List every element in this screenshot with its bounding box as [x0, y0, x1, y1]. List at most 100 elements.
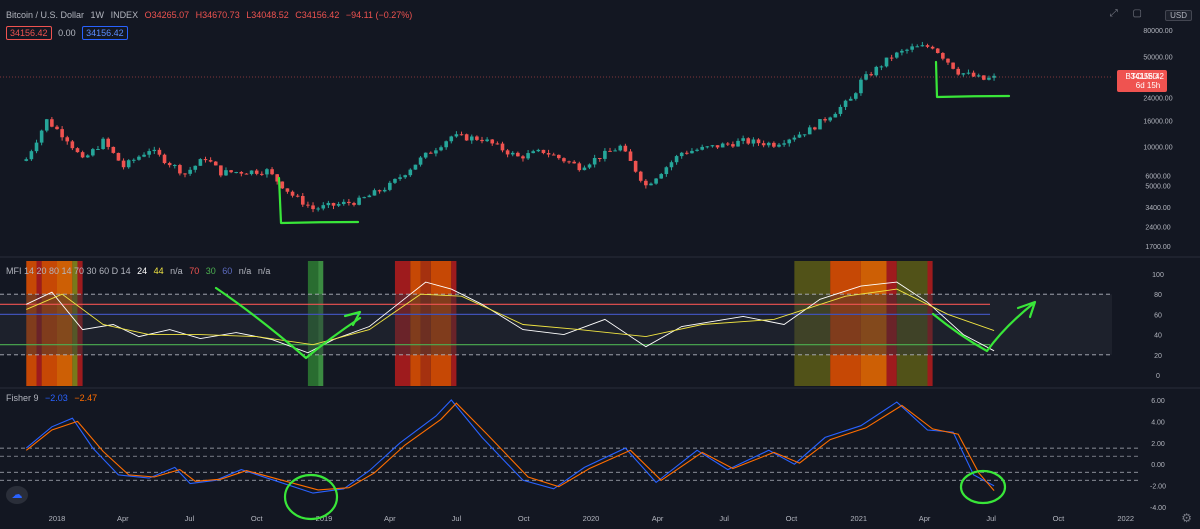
- candle-body: [613, 150, 617, 152]
- candle-body: [869, 74, 873, 76]
- candle-body: [956, 68, 961, 75]
- candle-body: [807, 127, 812, 135]
- mfi-val-7: n/a: [238, 266, 252, 276]
- mfi-zone: [451, 261, 457, 386]
- mfi-axis: 100 80 60 40 20 0: [1152, 272, 1164, 380]
- mfi-val-3: n/a: [170, 266, 183, 276]
- candle-body: [34, 142, 39, 152]
- candle-body: [459, 134, 464, 136]
- candle-body: [971, 72, 976, 77]
- symbol-legend[interactable]: Bitcoin / U.S. Dollar 1W INDEX O34265.07…: [6, 10, 416, 20]
- low-value: L34048.52: [246, 10, 289, 20]
- candle-body: [178, 165, 182, 174]
- candle-body: [833, 113, 838, 118]
- time-tick-label: 2021: [850, 514, 867, 523]
- time-tick-label: Oct: [518, 514, 531, 523]
- candle-body: [326, 202, 331, 206]
- candle-body: [792, 137, 797, 140]
- candle-body: [137, 156, 141, 160]
- mfi-tick-label: 60: [1154, 312, 1162, 319]
- candle-body: [946, 58, 950, 63]
- mfi-val-1: 24: [137, 266, 148, 276]
- candle-body: [941, 53, 945, 59]
- candle-body: [290, 191, 295, 196]
- candle-body: [341, 201, 346, 205]
- source-label: INDEX: [110, 10, 139, 20]
- candle-body: [731, 144, 735, 147]
- candle-body: [930, 46, 935, 49]
- mfi-legend[interactable]: MFI 14 20 80 14 70 30 60 D 14 24 44 n/a …: [6, 266, 274, 276]
- candle-body: [234, 172, 239, 174]
- mfi-zone: [36, 261, 42, 386]
- annotation-arrowhead-2018: [343, 310, 362, 327]
- candle-body: [454, 134, 459, 137]
- fisher-legend-label: Fisher 9: [6, 393, 39, 403]
- candle-body: [823, 119, 827, 121]
- time-tick-label: 2019: [316, 514, 333, 523]
- candle-body: [951, 62, 955, 69]
- fisher-tick-label: 2.00: [1151, 441, 1165, 448]
- time-tick-label: Oct: [1053, 514, 1066, 523]
- interval-label[interactable]: 1W: [90, 10, 105, 20]
- spread-value: 0.00: [58, 28, 76, 38]
- time-tick-label: Jul: [719, 514, 729, 523]
- mfi-pane: [0, 281, 1112, 356]
- mfi-tick-label: 80: [1154, 292, 1162, 299]
- candle-body: [987, 77, 991, 80]
- gear-icon[interactable]: ⚙: [1181, 511, 1192, 525]
- candle-body: [393, 178, 397, 183]
- candle-body: [347, 201, 351, 204]
- candle-body: [439, 147, 443, 151]
- mfi-zone: [830, 261, 861, 386]
- mfi-zone: [860, 261, 887, 386]
- candle-body: [24, 159, 29, 161]
- candle-body: [654, 178, 658, 184]
- candle-body: [495, 143, 500, 145]
- price-tick-label: 50000.00: [1143, 54, 1172, 61]
- price-tick-label: 5000.00: [1145, 183, 1170, 190]
- candle-body: [782, 143, 786, 145]
- bid-box[interactable]: 34156.42: [6, 26, 52, 40]
- mfi-legend-label: MFI 14 20 80 14 70 30 60 D 14: [6, 266, 131, 276]
- candle-body: [321, 205, 326, 209]
- candle-body: [915, 46, 920, 48]
- ask-box[interactable]: 34156.42: [82, 26, 128, 40]
- candle-body: [388, 182, 392, 190]
- candle-body: [423, 152, 428, 158]
- candle-body: [475, 136, 479, 140]
- cloud-icon[interactable]: ☁: [6, 486, 28, 504]
- candle-body: [859, 79, 863, 94]
- candle-body: [505, 150, 510, 155]
- restore-icon[interactable]: ▢: [1132, 8, 1142, 19]
- time-axis: 2018 Apr Jul Oct 2019 Apr Jul Oct 2020 Apr Jul Oct 2…: [49, 514, 1134, 523]
- candle-body: [70, 141, 75, 149]
- candle-body: [608, 150, 612, 152]
- candle-body: [587, 164, 592, 168]
- mfi-tick-label: 40: [1154, 333, 1162, 340]
- candle-body: [685, 152, 689, 154]
- candle-body: [562, 158, 566, 162]
- fisher-legend[interactable]: Fisher 9 −2.03 −2.47: [6, 393, 101, 403]
- mfi-zone: [307, 261, 319, 386]
- currency-select[interactable]: USD: [1165, 10, 1192, 21]
- candle-body: [700, 146, 704, 150]
- candle-body: [50, 119, 54, 127]
- candle-body: [244, 173, 249, 175]
- candle-body: [516, 152, 520, 157]
- mfi-zone: [420, 261, 431, 386]
- candle-body: [352, 203, 356, 205]
- annotation-circle-2021: [959, 469, 1007, 505]
- annotation-bracket-2021: [934, 60, 1011, 99]
- price-tick-label: 80000.00: [1143, 28, 1172, 35]
- time-tick-label: Oct: [251, 514, 264, 523]
- maximize-icon[interactable]: ⤢: [1109, 8, 1118, 19]
- price-tick-label: 3400.00: [1145, 205, 1170, 212]
- candle-body: [838, 106, 843, 114]
- candle-body: [469, 136, 474, 141]
- annotation-arrowhead-2021: [1016, 300, 1037, 319]
- candle-body: [449, 136, 454, 142]
- mfi-zone: [318, 261, 324, 386]
- symbol-title[interactable]: Bitcoin / U.S. Dollar: [6, 10, 85, 20]
- candle-body: [367, 195, 372, 198]
